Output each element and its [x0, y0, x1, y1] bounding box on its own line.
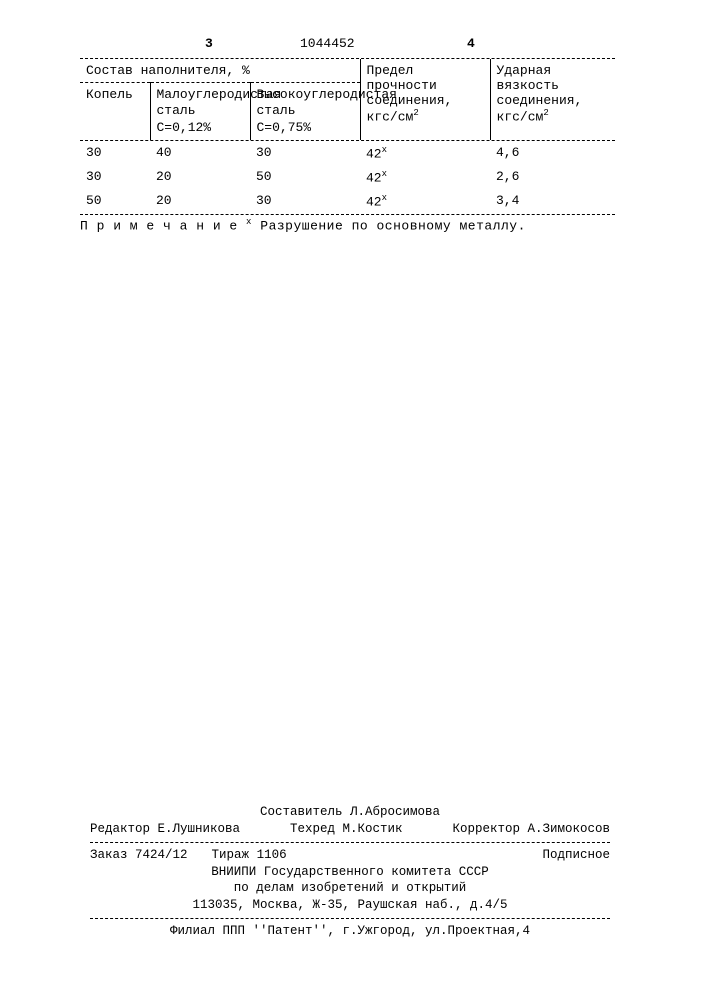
cell-highc: 50: [250, 165, 360, 189]
footer-rule-2: [90, 918, 610, 919]
order-line: Заказ 7424/12 Тираж 1106 Подписное: [90, 847, 610, 864]
col-header-impact: Ударная вязкость соединения, кгс/см2: [490, 59, 615, 140]
cell-strength: 42х: [360, 165, 490, 189]
table-row: 30 40 30 42х 4,6: [80, 141, 615, 165]
editor-label: Редактор: [90, 822, 150, 836]
table-header-row-1: Состав наполнителя, % Предел прочности с…: [80, 59, 615, 83]
col-header-lowc: Малоуглеродистая сталь С=0,12%: [150, 83, 250, 140]
compiler-label: Составитель: [260, 805, 343, 819]
cell-highc: 30: [250, 189, 360, 213]
org-line-1: ВНИИПИ Государственного комитета СССР: [90, 864, 610, 881]
table-row: 30 20 50 42х 2,6: [80, 165, 615, 189]
cell-lowc: 40: [150, 141, 250, 165]
cell-strength: 42х: [360, 141, 490, 165]
col-header-strength-sup: 2: [413, 108, 418, 118]
col-header-kopel: Копель: [80, 83, 150, 140]
page-number-left: 3: [205, 36, 213, 51]
techred-name: М.Костик: [343, 822, 403, 836]
document-number: 1044452: [300, 36, 355, 51]
col-header-impact-sup: 2: [543, 108, 548, 118]
branch-line: Филиал ППП ''Патент'', г.Ужгород, ул.Про…: [90, 923, 610, 940]
credits-line: Редактор Е.Лушникова Техред М.Костик Кор…: [90, 821, 610, 838]
table-footnote: П р и м е ч а н и е х Разрушение по осно…: [80, 217, 615, 233]
cell-kopel: 50: [80, 189, 150, 213]
address-line: 113035, Москва, Ж-35, Раушская наб., д.4…: [90, 897, 610, 914]
col-header-impact-text: Ударная вязкость соединения, кгс/см: [497, 63, 583, 124]
corrector-name: А.Зимокосов: [527, 822, 610, 836]
footer-rule-1: [90, 842, 610, 843]
cell-strength-sup: х: [382, 193, 387, 203]
cell-kopel: 30: [80, 141, 150, 165]
cell-strength-val: 42: [366, 146, 382, 161]
techred-label: Техред: [290, 822, 335, 836]
col-header-highc: Высокоуглеродистая сталь С=0,75%: [250, 83, 360, 140]
cell-strength-val: 42: [366, 170, 382, 185]
page-number-right: 4: [467, 36, 475, 51]
cell-lowc: 20: [150, 165, 250, 189]
cell-strength-sup: х: [382, 169, 387, 179]
footnote-label: П р и м е ч а н и е: [80, 218, 238, 233]
imprint-footer: Составитель Л.Абросимова Редактор Е.Лушн…: [90, 804, 610, 940]
cell-strength-val: 42: [366, 195, 382, 210]
cell-impact: 3,4: [490, 189, 615, 213]
data-table: Состав наполнителя, % Предел прочности с…: [80, 58, 615, 233]
compiler-name: Л.Абросимова: [350, 805, 440, 819]
cell-kopel: 30: [80, 165, 150, 189]
editor-name: Е.Лушникова: [158, 822, 241, 836]
page-numbers: 3 1044452 4: [0, 36, 707, 56]
col-group-header: Состав наполнителя, %: [80, 59, 360, 83]
cell-lowc: 20: [150, 189, 250, 213]
org-line-2: по делам изобретений и открытий: [90, 880, 610, 897]
compiler-line: Составитель Л.Абросимова: [90, 804, 610, 821]
cell-strength: 42х: [360, 189, 490, 213]
cell-highc: 30: [250, 141, 360, 165]
footnote-marker: х: [246, 217, 252, 227]
cell-impact: 4,6: [490, 141, 615, 165]
order-label: Заказ: [90, 848, 128, 862]
cell-strength-sup: х: [382, 145, 387, 155]
tirazh-label: Тираж: [212, 848, 250, 862]
order-no: 7424/12: [135, 848, 188, 862]
cell-impact: 2,6: [490, 165, 615, 189]
table-row: 50 20 30 42х 3,4: [80, 189, 615, 213]
footnote-text: Разрушение по основному металлу.: [260, 218, 526, 233]
tirazh-no: 1106: [257, 848, 287, 862]
table-rule-bottom: [80, 214, 615, 215]
subscription: Подписное: [542, 847, 610, 864]
corrector-label: Корректор: [452, 822, 520, 836]
